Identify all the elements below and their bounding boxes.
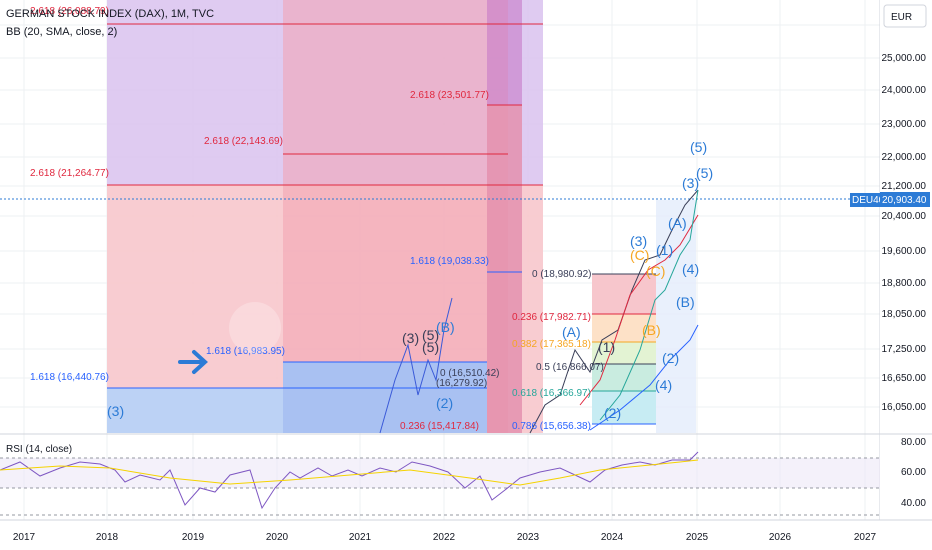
watermark-logo — [229, 302, 281, 354]
symbol-tag-label: DEU40 — [852, 195, 885, 206]
y-tick-label: 18,800.00 — [882, 278, 927, 289]
wave-label: (5) — [690, 139, 707, 155]
wave-path-teal — [599, 189, 699, 421]
wave-label: (3) — [107, 403, 124, 419]
wave-label: (C) — [646, 263, 665, 279]
chart-title: GERMAN STOCK INDEX (DAX), 1M, TVC — [6, 8, 215, 20]
fib-label: 0.786 (15,656.38) — [512, 421, 591, 432]
fib-label: 2.618 (26,088.79) — [30, 6, 109, 17]
price-lines — [379, 189, 699, 434]
wave-label: (A) — [562, 324, 581, 340]
indicator-label: BB (20, SMA, close, 2) — [6, 26, 118, 38]
fib-label: 0.382 (17,365.18) — [512, 339, 591, 350]
y-tick-label: 18,050.00 — [882, 309, 927, 320]
y-tick-label: 22,000.00 — [882, 152, 927, 163]
rsi-panel: RSI (14, close) — [0, 433, 932, 516]
wave-label: (3) — [682, 175, 699, 191]
x-tick-label: 2022 — [433, 532, 456, 543]
wave-label: (1) — [598, 339, 615, 355]
y-tick-label: 25,000.00 — [882, 53, 927, 64]
symbol-tag — [850, 193, 880, 207]
zone-blue-mid — [283, 362, 487, 433]
currency-label: EUR — [891, 12, 912, 23]
arrow-right-icon — [178, 350, 208, 374]
wave-label: (5) — [422, 327, 439, 343]
rsi-line — [0, 451, 699, 510]
rsi-title: RSI (14, close) — [6, 444, 72, 455]
price-line — [379, 297, 453, 434]
y-tick-label: 23,000.00 — [882, 119, 927, 130]
wave-label: (4) — [655, 377, 672, 393]
wave-label: (B) — [436, 319, 455, 335]
zone-fib-0618 — [592, 391, 656, 424]
y-tick-label: 16,650.00 — [882, 373, 927, 384]
y-tick-label: 16,050.00 — [882, 402, 927, 413]
zone-blue-left — [107, 388, 283, 433]
rsi-ticks: 80.00 60.00 40.00 — [901, 437, 926, 509]
y-tick-label: 21,200.00 — [882, 181, 927, 192]
x-tick-label: 2025 — [686, 532, 709, 543]
zone-pink-dark — [283, 0, 508, 433]
x-tick-label: 2023 — [517, 532, 540, 543]
fib-label: (16,279.92) — [436, 378, 487, 389]
fib-label: 1.618 (19,038.33) — [410, 256, 489, 267]
wave-label: (5) — [422, 339, 439, 355]
currency-box[interactable] — [883, 4, 927, 28]
fib-label: 2.618 (23,501.77) — [410, 90, 489, 101]
x-tick-label: 2027 — [854, 532, 877, 543]
wave-label: (A) — [668, 215, 687, 231]
y-tick-label: 24,000.00 — [882, 85, 927, 96]
fib-label: 0 (16,510.42) — [440, 368, 500, 379]
fib-labels: 2.618 (21,264.77) 2.618 (22,143.69) 2.618 … — [30, 6, 604, 432]
x-tick-label: 2026 — [769, 532, 792, 543]
zone-fib-0 — [592, 274, 656, 314]
y-tick-labels: 25,000.00 24,000.00 23,000.00 22,000.00 21,2… — [882, 53, 927, 413]
price-axis: EUR — [879, 0, 932, 520]
fib-label: 0.236 (17,982.71) — [512, 312, 591, 323]
x-tick-label: 2021 — [349, 532, 372, 543]
wave-label-group: (3) (3) (5) (5) (B) (2) (A) (1) (2) (3) … — [107, 139, 713, 421]
fib-label: 0.236 (15,417.84) — [400, 421, 479, 432]
zone-red-strip — [487, 105, 522, 433]
fib-zones — [107, 0, 696, 433]
x-tick-labels: 2017 2018 2019 2020 2021 2022 2023 2024 2025 2026… — [13, 532, 877, 543]
fib-label: 1.618 (16,440.76) — [30, 372, 109, 383]
price-tag — [880, 192, 930, 207]
x-tick-label: 2018 — [96, 532, 119, 543]
x-tick-label: 2019 — [182, 532, 205, 543]
fib-label: 2.618 (21,264.77) — [30, 168, 109, 179]
bb-basis — [589, 324, 699, 431]
fib-label: 0.5 (16,866.07) — [536, 362, 604, 373]
bb-upper — [579, 214, 699, 406]
wave-label: (2) — [604, 405, 621, 421]
wave-label: (1) — [656, 242, 673, 258]
fib-label: 0.618 (16,366.97) — [512, 388, 591, 399]
x-tick-label: 2024 — [601, 532, 624, 543]
fib-label: 2.618 (22,143.69) — [204, 136, 283, 147]
zone-right-blue — [656, 200, 696, 433]
x-tick-label: 2020 — [266, 532, 289, 543]
price-tag-value: 20,903.40 — [882, 195, 927, 206]
y-tick-label: 17,250.00 — [882, 344, 927, 355]
rsi-tick-label: 40.00 — [901, 498, 926, 509]
wave-label: (B) — [642, 322, 661, 338]
fib-label: 1.618 (16,983.95) — [206, 346, 285, 357]
rsi-ma-line — [0, 459, 699, 486]
fib-label: 0 (18,980.92) — [532, 269, 592, 280]
wave-label: (2) — [436, 395, 453, 411]
x-tick-label: 2017 — [13, 532, 36, 543]
y-tick-label: 20,400.00 — [882, 211, 927, 222]
zone-fib-0236 — [592, 314, 656, 342]
rsi-tick-label: 80.00 — [901, 437, 926, 448]
y-tick-label: 19,600.00 — [882, 246, 927, 257]
wave-label: (C) — [630, 247, 649, 263]
wave-label: (4) — [682, 261, 699, 277]
rsi-tick-label: 60.00 — [901, 467, 926, 478]
wave-label: (3) — [402, 330, 419, 346]
wave-label: (3) — [630, 233, 647, 249]
wave-label: (B) — [676, 294, 695, 310]
wave-label: (2) — [662, 350, 679, 366]
wave-label: (5) — [696, 165, 713, 181]
